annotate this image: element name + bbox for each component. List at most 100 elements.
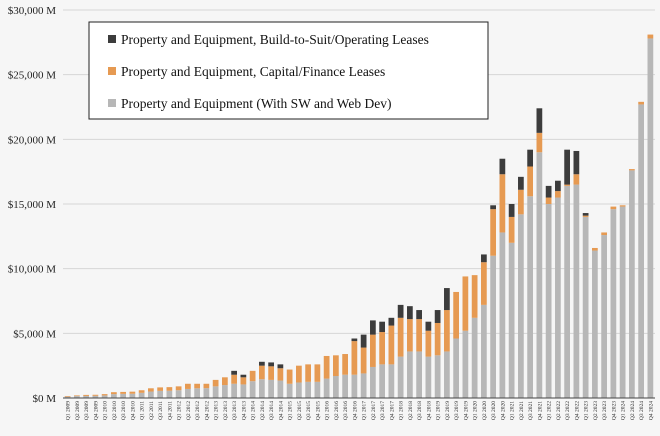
x-tick-label: Q2 2023 bbox=[593, 401, 599, 420]
x-tick-label: Q1 2011 bbox=[140, 401, 146, 420]
x-tick-label: Q3 2014 bbox=[269, 401, 275, 420]
bar-segment-sw-web-dev bbox=[471, 317, 478, 398]
x-tick-label: Q3 2021 bbox=[528, 401, 534, 420]
bar-segment-capital-leases bbox=[592, 247, 598, 251]
bar-segment-capital-leases bbox=[407, 319, 413, 352]
y-tick-label: $15,000 M bbox=[8, 199, 57, 211]
bar-series bbox=[64, 34, 654, 398]
bar-stack bbox=[481, 254, 487, 398]
bar-segment-capital-leases bbox=[499, 174, 506, 233]
bar-segment-sw-web-dev bbox=[194, 388, 200, 398]
bar-segment-build-to-suit bbox=[231, 370, 237, 375]
x-tick-label: Q2 2015 bbox=[297, 401, 303, 420]
bar-segment-build-to-suit bbox=[259, 361, 265, 366]
x-tick-label: Q4 2019 bbox=[463, 401, 469, 420]
legend-label-sw-web-dev: Property and Equipment (With SW and Web … bbox=[121, 96, 391, 111]
x-tick-label: Q2 2010 bbox=[112, 401, 118, 420]
bar-stack bbox=[462, 276, 469, 398]
x-tick-label: Q2 2014 bbox=[260, 401, 266, 420]
bar-segment-capital-leases bbox=[518, 189, 524, 215]
x-axis-tick-labels: Q1 2009 Q2 2009 Q3 2009 Q4 2009 Q1 2010 Q2 20… bbox=[66, 401, 655, 420]
x-tick-label: Q4 2016 bbox=[352, 401, 358, 420]
bar-segment-sw-web-dev bbox=[314, 381, 321, 398]
bar-segment-build-to-suit bbox=[527, 149, 533, 167]
bar-segment-sw-web-dev bbox=[351, 374, 358, 398]
bar-stack bbox=[425, 321, 432, 398]
bar-segment-capital-leases bbox=[545, 197, 552, 204]
x-tick-label: Q1 2020 bbox=[473, 401, 479, 420]
bar-segment-capital-leases bbox=[175, 386, 182, 391]
bar-segment-sw-web-dev bbox=[481, 304, 487, 398]
bar-stack bbox=[610, 206, 617, 398]
x-tick-label: Q2 2018 bbox=[408, 401, 414, 420]
bar-segment-build-to-suit bbox=[555, 180, 561, 192]
bar-stack bbox=[64, 396, 71, 398]
bar-segment-capital-leases bbox=[351, 341, 358, 375]
bar-stack bbox=[527, 149, 533, 398]
bar-segment-sw-web-dev bbox=[638, 104, 644, 398]
bar-segment-sw-web-dev bbox=[573, 184, 580, 398]
bar-segment-build-to-suit bbox=[416, 310, 422, 320]
bar-segment-sw-web-dev bbox=[388, 364, 395, 398]
bar-stack bbox=[397, 304, 404, 398]
x-tick-label: Q2 2016 bbox=[334, 401, 340, 420]
bar-stack bbox=[601, 232, 607, 398]
legend-swatch-capital-leases bbox=[108, 67, 116, 75]
bar-segment-capital-leases bbox=[360, 347, 367, 374]
bar-stack bbox=[582, 213, 589, 398]
x-tick-label: Q2 2022 bbox=[556, 401, 562, 420]
bar-segment-sw-web-dev bbox=[379, 364, 385, 398]
bar-segment-capital-leases bbox=[120, 391, 126, 394]
y-axis-tick-labels: $0 M $5,000 M $10,000 M $15,000 M $20,000 M $… bbox=[8, 5, 57, 405]
bar-stack bbox=[545, 185, 552, 398]
x-tick-label: Q3 2023 bbox=[602, 401, 608, 420]
bar-segment-capital-leases bbox=[296, 365, 302, 383]
bar-segment-capital-leases bbox=[157, 387, 163, 391]
bar-segment-capital-leases bbox=[647, 34, 654, 39]
bar-segment-capital-leases bbox=[453, 291, 459, 339]
y-tick-label: $5,000 M bbox=[13, 328, 56, 340]
x-tick-label: Q4 2009 bbox=[93, 401, 99, 420]
x-tick-label: Q3 2013 bbox=[232, 401, 238, 420]
x-tick-label: Q4 2017 bbox=[389, 401, 395, 420]
bar-segment-build-to-suit bbox=[508, 204, 515, 217]
x-tick-label: Q4 2015 bbox=[315, 401, 321, 420]
bar-stack bbox=[323, 355, 330, 398]
bar-stack bbox=[101, 394, 108, 398]
bar-segment-sw-web-dev bbox=[249, 381, 256, 398]
bar-segment-sw-web-dev bbox=[277, 380, 284, 398]
x-tick-label: Q4 2012 bbox=[204, 401, 210, 420]
bar-segment-build-to-suit bbox=[481, 254, 487, 263]
bar-stack bbox=[333, 355, 339, 398]
bar-stack bbox=[360, 334, 367, 398]
x-tick-label: Q3 2016 bbox=[343, 401, 349, 420]
x-tick-label: Q1 2009 bbox=[66, 401, 72, 420]
legend: Property and Equipment, Build-to-Suit/Op… bbox=[88, 21, 489, 120]
x-tick-label: Q1 2022 bbox=[547, 401, 553, 420]
bar-segment-sw-web-dev bbox=[518, 214, 524, 398]
x-tick-label: Q1 2013 bbox=[214, 401, 220, 420]
bar-segment-sw-web-dev bbox=[416, 351, 422, 398]
bar-segment-sw-web-dev bbox=[212, 386, 219, 398]
bar-segment-sw-web-dev bbox=[397, 356, 404, 398]
bar-segment-build-to-suit bbox=[444, 288, 450, 311]
x-tick-label: Q3 2015 bbox=[306, 401, 312, 420]
bar-segment-sw-web-dev bbox=[407, 351, 413, 398]
bar-stack bbox=[268, 362, 274, 398]
bar-stack bbox=[222, 377, 228, 398]
x-tick-label: Q1 2016 bbox=[325, 401, 331, 420]
bar-stack bbox=[573, 150, 580, 398]
bar-segment-capital-leases bbox=[249, 370, 256, 382]
bar-segment-capital-leases bbox=[259, 365, 265, 380]
x-tick-label: Q3 2022 bbox=[565, 401, 571, 420]
bar-segment-sw-web-dev bbox=[434, 355, 441, 398]
legend-box bbox=[88, 21, 489, 120]
x-tick-label: Q1 2010 bbox=[103, 401, 109, 420]
x-tick-label: Q1 2017 bbox=[362, 401, 368, 420]
bar-stack bbox=[416, 310, 422, 398]
bar-segment-capital-leases bbox=[101, 394, 108, 396]
bar-stack bbox=[240, 374, 247, 398]
x-tick-label: Q1 2014 bbox=[251, 401, 257, 420]
bar-segment-capital-leases bbox=[64, 396, 71, 397]
bar-stack bbox=[629, 169, 635, 398]
